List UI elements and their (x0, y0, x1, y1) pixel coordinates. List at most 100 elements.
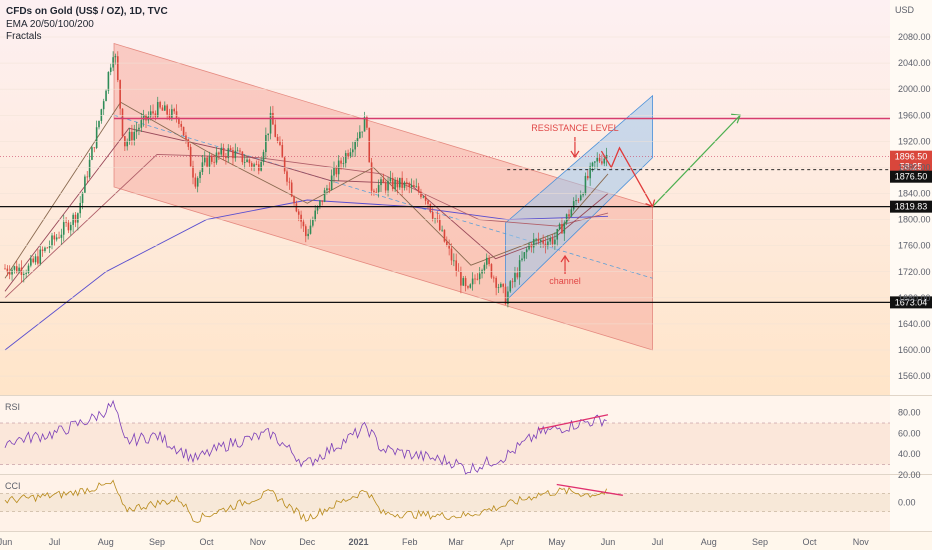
candle[interactable] (328, 182, 331, 194)
forecast-rise-path[interactable] (652, 114, 741, 207)
candle[interactable] (312, 216, 314, 228)
candle[interactable] (387, 176, 389, 197)
candle[interactable] (516, 267, 519, 280)
candle[interactable] (504, 283, 507, 305)
candle[interactable] (540, 238, 542, 248)
candle[interactable] (283, 156, 286, 174)
candle[interactable] (39, 245, 42, 266)
candle[interactable] (250, 161, 253, 171)
candle[interactable] (185, 131, 187, 144)
candle[interactable] (133, 124, 136, 146)
candle[interactable] (30, 255, 32, 268)
candle[interactable] (537, 232, 540, 245)
candle[interactable] (293, 195, 295, 206)
candle[interactable] (464, 275, 467, 292)
candle[interactable] (406, 177, 408, 191)
candle[interactable] (211, 153, 213, 165)
candle[interactable] (135, 122, 138, 139)
candle[interactable] (6, 265, 9, 277)
candle[interactable] (401, 171, 403, 196)
candle[interactable] (603, 157, 606, 167)
candle[interactable] (267, 133, 269, 142)
candle[interactable] (563, 220, 566, 241)
candle[interactable] (140, 112, 143, 133)
candle[interactable] (126, 138, 128, 151)
rsi-divergence-line[interactable] (538, 414, 609, 430)
candle[interactable] (145, 114, 147, 129)
candle[interactable] (521, 251, 523, 262)
candle[interactable] (255, 160, 258, 166)
candle[interactable] (51, 232, 53, 250)
candle[interactable] (203, 151, 206, 166)
candle[interactable] (208, 151, 211, 175)
candle[interactable] (380, 176, 382, 192)
candle[interactable] (290, 179, 293, 198)
candle[interactable] (173, 107, 175, 114)
candle[interactable] (373, 188, 375, 196)
candle[interactable] (359, 125, 361, 139)
candle[interactable] (511, 278, 514, 289)
candle[interactable] (389, 170, 392, 183)
candle[interactable] (589, 162, 591, 186)
candle[interactable] (575, 194, 577, 206)
candle[interactable] (354, 140, 356, 157)
candle[interactable] (164, 101, 166, 111)
candle[interactable] (84, 174, 86, 193)
candle[interactable] (549, 236, 551, 245)
candle[interactable] (58, 231, 60, 239)
candle[interactable] (88, 153, 91, 179)
candle[interactable] (323, 187, 326, 203)
candle[interactable] (286, 169, 288, 186)
candle[interactable] (119, 79, 121, 116)
candle[interactable] (112, 51, 114, 72)
candle[interactable] (206, 155, 208, 168)
candle[interactable] (109, 63, 112, 76)
candle[interactable] (91, 146, 93, 161)
candle[interactable] (182, 126, 185, 136)
candle[interactable] (180, 120, 183, 131)
candle[interactable] (554, 232, 556, 250)
candle[interactable] (596, 152, 598, 169)
candle[interactable] (453, 253, 455, 267)
candle[interactable] (535, 237, 537, 246)
candle[interactable] (321, 200, 324, 206)
candle[interactable] (225, 153, 227, 165)
candle[interactable] (502, 283, 504, 294)
candle[interactable] (13, 265, 16, 274)
candle[interactable] (44, 246, 46, 253)
candle[interactable] (396, 177, 399, 195)
candle[interactable] (361, 131, 363, 138)
candle[interactable] (229, 145, 232, 151)
candle[interactable] (60, 228, 63, 245)
candle[interactable] (558, 222, 561, 230)
candle[interactable] (347, 149, 349, 160)
candle[interactable] (455, 253, 457, 277)
candle[interactable] (196, 176, 199, 193)
candle[interactable] (547, 235, 549, 250)
candle[interactable] (25, 269, 27, 279)
candle[interactable] (11, 267, 13, 281)
candle[interactable] (474, 274, 476, 285)
candle[interactable] (424, 194, 427, 205)
candle[interactable] (319, 199, 321, 210)
candle[interactable] (32, 255, 34, 264)
candle[interactable] (422, 195, 425, 199)
candle[interactable] (584, 172, 587, 196)
candle[interactable] (344, 150, 347, 169)
indicator-ema-label[interactable]: EMA 20/50/100/200 (6, 19, 94, 30)
candle[interactable] (427, 199, 429, 210)
candle[interactable] (98, 120, 100, 130)
candle[interactable] (77, 212, 79, 231)
candle[interactable] (509, 279, 512, 293)
candle[interactable] (309, 218, 312, 235)
candle[interactable] (462, 275, 465, 287)
candle[interactable] (67, 220, 70, 234)
candle[interactable] (408, 181, 410, 194)
candle[interactable] (241, 151, 244, 165)
candle[interactable] (420, 188, 422, 200)
candle[interactable] (269, 106, 272, 140)
candle[interactable] (232, 147, 234, 166)
candle[interactable] (199, 170, 201, 183)
candle[interactable] (568, 209, 570, 221)
candle[interactable] (27, 263, 30, 275)
